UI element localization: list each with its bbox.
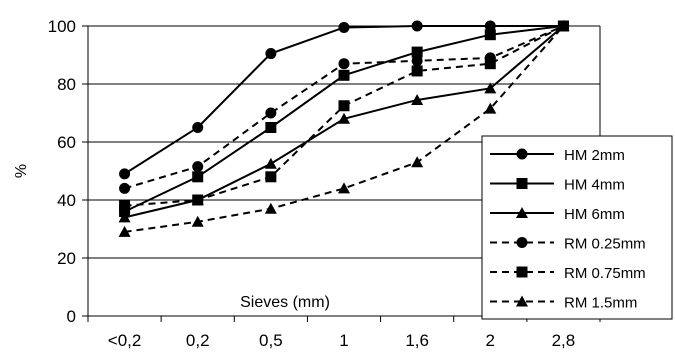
data-point (192, 171, 204, 183)
data-point (484, 82, 497, 94)
legend-item: HM 6mm (490, 206, 625, 223)
data-point (265, 107, 277, 119)
data-point (484, 58, 496, 70)
data-point (119, 200, 131, 212)
legend-marker (516, 178, 528, 189)
legend-label: HM 2mm (564, 147, 625, 164)
data-point (118, 225, 131, 237)
data-point (192, 194, 204, 206)
tick-labels: 0 20 40 60 80 100 <0,2 0,2 0,5 1 1,6 2 2,8 (48, 17, 576, 350)
legend-item: RM 0.75mm (490, 265, 646, 282)
data-point (338, 100, 350, 112)
legend-marker (516, 295, 528, 307)
data-point (264, 157, 277, 169)
legend-label: HM 6mm (564, 206, 625, 223)
y-tick-label: 60 (57, 133, 76, 152)
legend-item: HM 2mm (490, 147, 625, 164)
x-tick-label: 1,6 (405, 331, 429, 350)
legend-marker (516, 207, 528, 218)
x-tick-label: 2 (486, 331, 495, 350)
data-point (191, 215, 204, 227)
legend-marker (516, 237, 528, 248)
x-tick-label: <0,2 (108, 331, 142, 350)
data-point (484, 102, 497, 114)
data-point (338, 182, 350, 194)
legend-label: HM 4mm (564, 177, 625, 194)
legend-marker (516, 148, 528, 160)
data-point (411, 156, 424, 168)
data-point (265, 122, 277, 133)
y-tick-label: 20 (57, 249, 76, 268)
data-point (411, 55, 423, 67)
data-point (265, 48, 277, 60)
data-series (118, 20, 570, 237)
data-point (557, 20, 570, 31)
y-tick-label: 80 (57, 75, 76, 94)
legend: HM 2mm HM 4mm HM 6mm RM 0.25mm RM 0.75mm RM 1… (481, 135, 673, 320)
data-point (119, 182, 131, 194)
y-axis-title: % (13, 164, 30, 178)
legend-label: RM 1.5mm (564, 295, 637, 312)
legend-label: RM 0.25mm (564, 236, 646, 253)
data-point (338, 21, 350, 33)
y-tick-label: 0 (67, 307, 76, 326)
x-tick-label: 1 (339, 331, 348, 350)
data-point (265, 171, 277, 183)
y-tick-label: 40 (57, 191, 76, 210)
data-point (338, 69, 350, 81)
data-point (411, 20, 423, 32)
legend-item: RM 0.25mm (490, 236, 646, 253)
data-point (338, 112, 350, 124)
data-point (484, 29, 496, 41)
x-tick-label: 0,5 (259, 331, 283, 350)
series-5 (118, 20, 570, 237)
legend-item: RM 1.5mm (490, 295, 637, 312)
data-point (192, 122, 204, 133)
data-point (484, 20, 496, 32)
data-point (118, 211, 131, 223)
data-point (411, 65, 423, 77)
legend-box (481, 135, 673, 320)
data-point (411, 46, 423, 58)
data-point (192, 161, 204, 173)
data-point (119, 168, 131, 180)
x-tick-label: 2,8 (552, 331, 576, 350)
legend-marker (516, 266, 528, 278)
data-point (411, 93, 424, 105)
legend-item: HM 4mm (490, 177, 625, 194)
legend-label: RM 0.75mm (564, 265, 646, 282)
data-point (338, 58, 350, 70)
x-tick-label: 0,2 (186, 331, 210, 350)
series-0 (119, 20, 569, 180)
x-axis-title: Sieves (mm) (240, 294, 330, 311)
data-point (264, 202, 277, 214)
y-tick-label: 100 (48, 17, 76, 36)
